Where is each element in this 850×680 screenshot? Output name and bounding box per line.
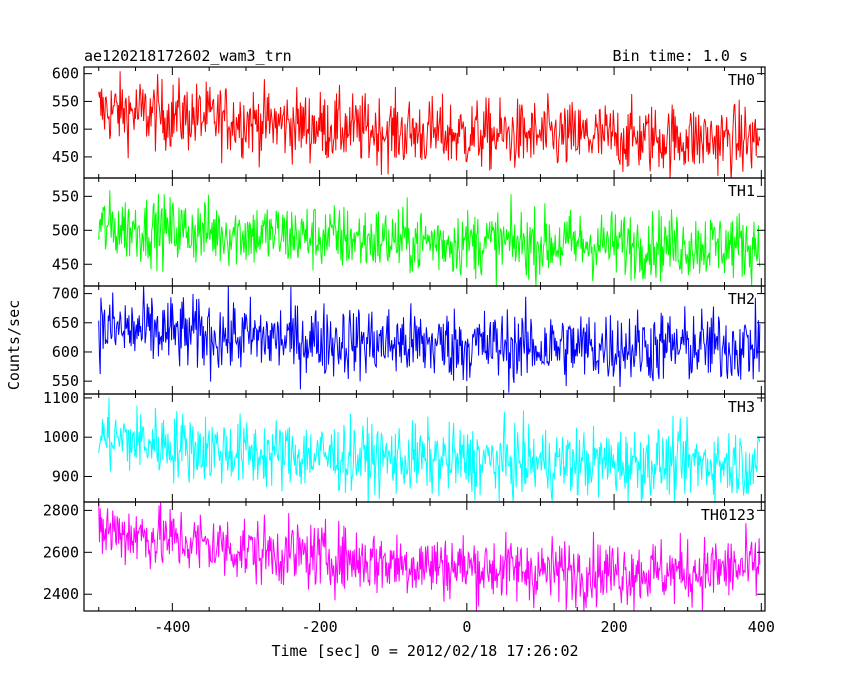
y-axis-label: Counts/sec xyxy=(5,300,23,390)
panel-th0123: 2400 2600 2800 TH0123 xyxy=(43,501,766,612)
y-tick-label: 2400 xyxy=(43,585,79,603)
series-line-th1 xyxy=(98,190,761,286)
x-tick-label: -200 xyxy=(302,618,338,636)
y-tick-label: 450 xyxy=(52,255,79,273)
series-line-th0123 xyxy=(98,502,761,611)
y-tick-label: 600 xyxy=(52,343,79,361)
figure-title: ae120218172602_wam3_trn xyxy=(84,47,292,65)
x-tick-label: -400 xyxy=(154,618,190,636)
panel-frame xyxy=(83,501,766,612)
panel-th3: 900 1000 1100 TH3 xyxy=(43,389,766,503)
x-tick-label: 200 xyxy=(601,618,628,636)
x-axis-label: Time [sec] 0 = 2012/02/18 17:26:02 xyxy=(271,642,578,660)
x-tick-label: 400 xyxy=(748,618,775,636)
series-line-th2 xyxy=(98,286,761,393)
panel-th0: 450 500 550 600 TH0 xyxy=(52,65,766,179)
y-tick-label: 550 xyxy=(52,372,79,390)
panel-name-label: TH0 xyxy=(728,71,755,89)
x-tick-label: 0 xyxy=(462,618,471,636)
series-line-th3 xyxy=(98,397,761,502)
panel-name-label: TH2 xyxy=(728,290,755,308)
panel-name-label: TH1 xyxy=(728,182,755,200)
y-tick-label: 550 xyxy=(52,187,79,205)
y-tick-label: 2800 xyxy=(43,501,79,519)
y-tick-label: 550 xyxy=(52,92,79,110)
y-tick-label: 900 xyxy=(52,467,79,485)
y-tick-label: 500 xyxy=(52,221,79,239)
y-tick-label: 2600 xyxy=(43,543,79,561)
y-tick-label: 1100 xyxy=(43,389,79,407)
y-tick-label: 600 xyxy=(52,65,79,83)
y-tick-label: 700 xyxy=(52,285,79,303)
bin-time-label: Bin time: 1.0 s xyxy=(613,47,748,65)
panel-th1: 450 500 550 TH1 xyxy=(52,177,766,287)
y-tick-label: 650 xyxy=(52,314,79,332)
panel-th2: 550 600 650 700 TH2 xyxy=(52,285,766,395)
series-line-th0 xyxy=(98,71,761,178)
y-tick-label: 450 xyxy=(52,148,79,166)
panels-group: 450 500 550 600 TH0 450 500 550 TH1 550 600 650 700 T… xyxy=(43,65,775,636)
panel-name-label: TH3 xyxy=(728,398,755,416)
y-tick-label: 1000 xyxy=(43,428,79,446)
panel-name-label: TH0123 xyxy=(701,506,755,524)
y-tick-label: 500 xyxy=(52,120,79,138)
